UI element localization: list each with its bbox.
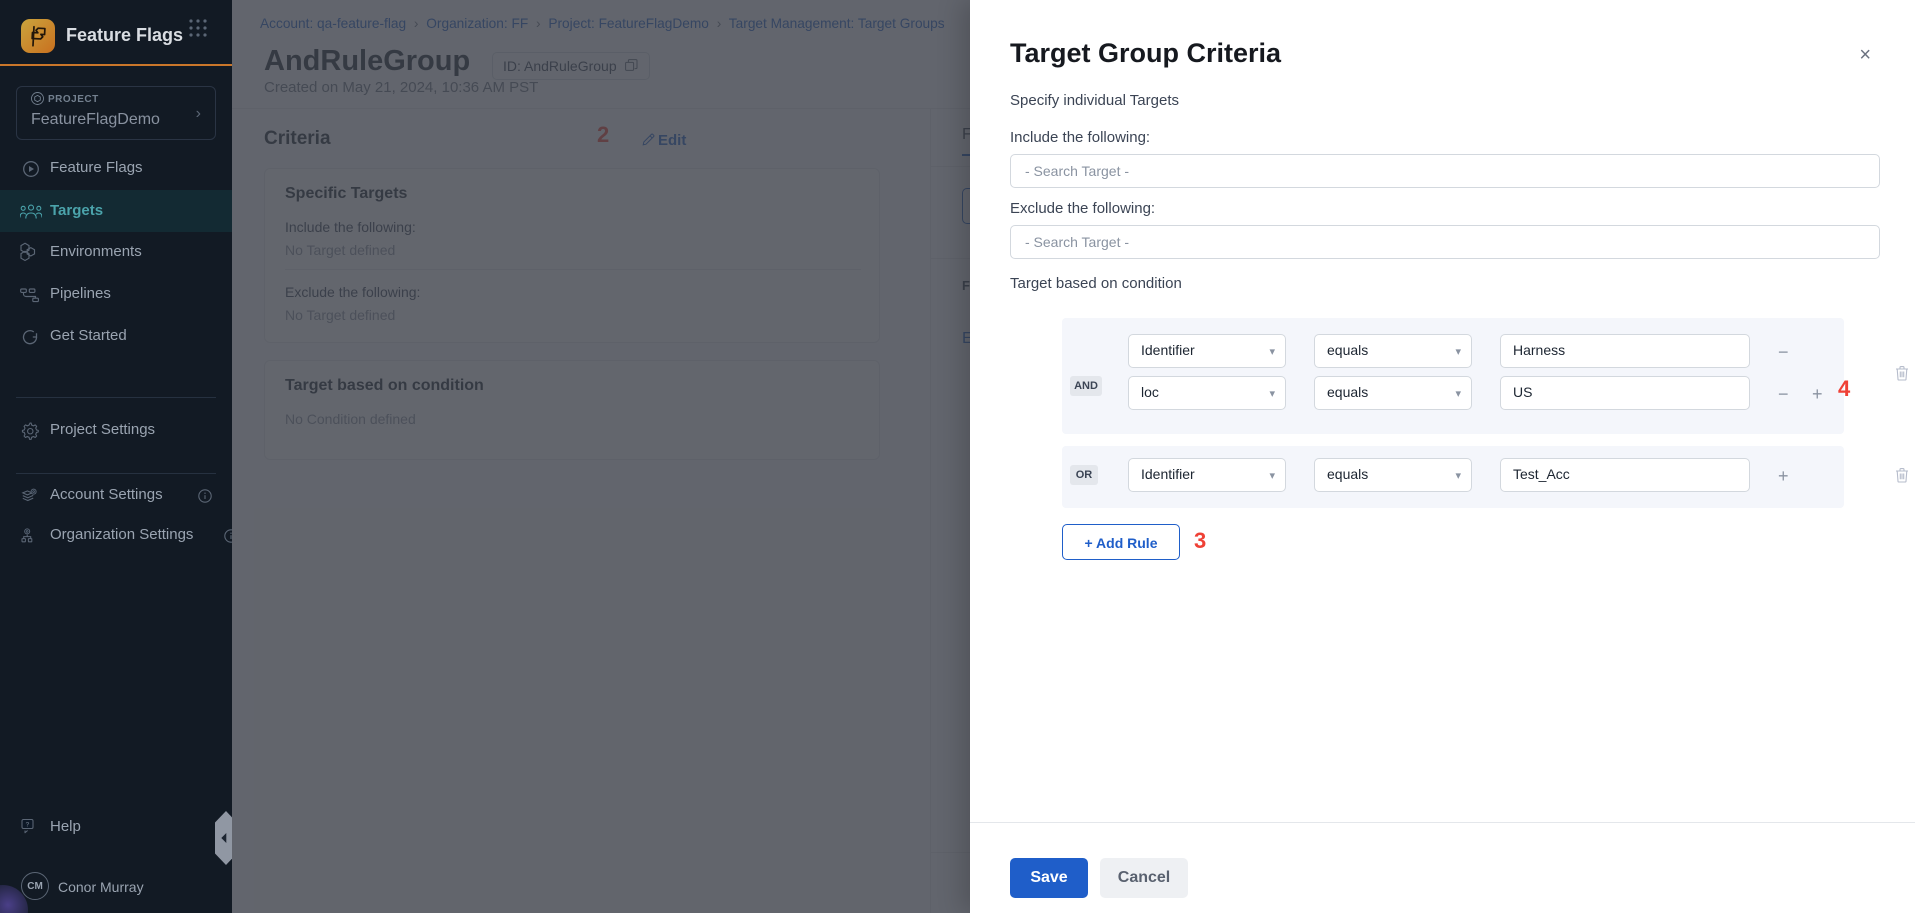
svg-text:?: ? [26,821,30,828]
